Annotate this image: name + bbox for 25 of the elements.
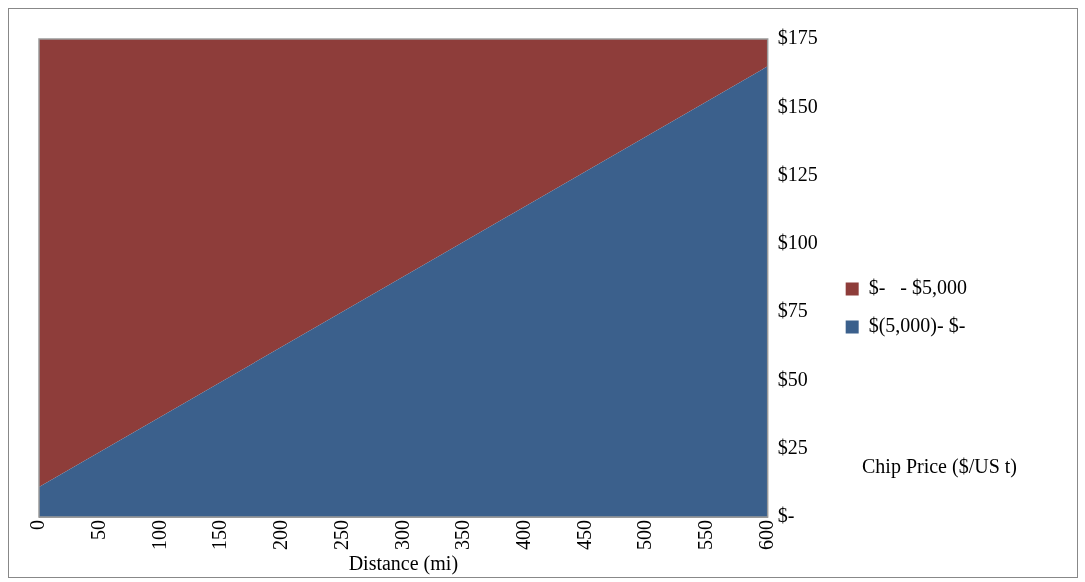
x-tick-label: 250 — [329, 520, 352, 550]
x-tick-label: 600 — [754, 520, 777, 550]
x-tick-label: 50 — [86, 520, 109, 540]
x-tick-label: 450 — [572, 520, 595, 550]
y-tick-label: $- — [777, 504, 795, 527]
y-tick-label: $50 — [777, 367, 808, 390]
y-tick-label: $150 — [777, 94, 818, 117]
x-tick-label: 550 — [694, 520, 717, 550]
y-tick-label: $175 — [777, 26, 818, 49]
x-tick-label: 350 — [451, 520, 474, 550]
legend-label: $- - $5,000 — [868, 276, 968, 299]
y-tick-label: $25 — [777, 435, 808, 458]
x-tick-label: 300 — [390, 520, 413, 550]
y-tick-label: $75 — [777, 299, 808, 322]
y-axis-title: Chip Price ($/US t) — [862, 455, 1017, 478]
x-tick-label: 100 — [147, 520, 170, 550]
x-axis-title: Distance (mi) — [348, 552, 459, 576]
x-tick-label: 150 — [208, 520, 231, 550]
x-tick-label: 400 — [512, 520, 535, 550]
x-tick-label: 500 — [633, 520, 656, 550]
x-tick-label: 0 — [26, 520, 49, 530]
y-tick-label: $100 — [777, 231, 818, 254]
y-tick-label: $125 — [777, 162, 818, 185]
x-tick-label: 200 — [269, 520, 292, 550]
legend-label: $(5,000)- $- — [868, 314, 966, 338]
